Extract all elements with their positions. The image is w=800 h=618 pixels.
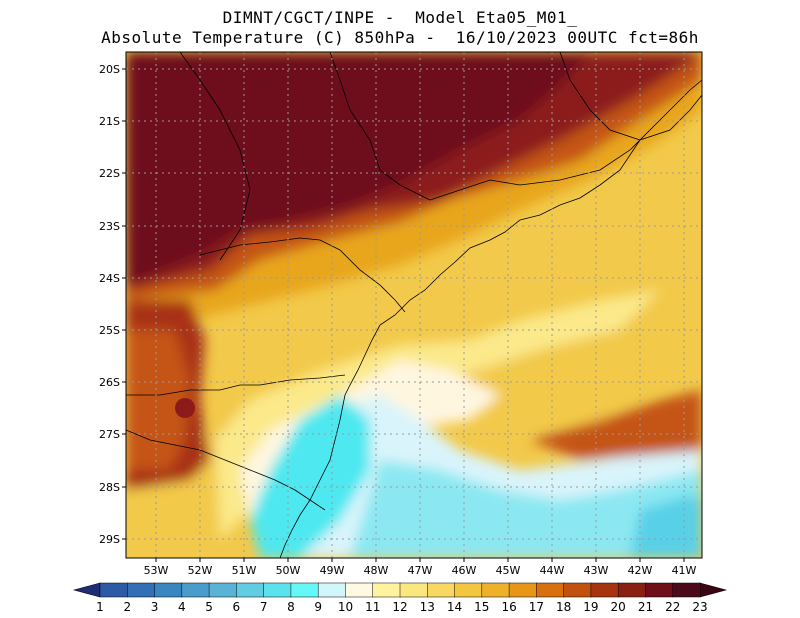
colorbar-segment — [590, 582, 619, 598]
lat-label: 29S — [99, 533, 120, 546]
colorbar-segment — [345, 582, 374, 598]
state-boundaries — [126, 52, 702, 558]
colorbar-segment — [290, 582, 319, 598]
lat-label: 22S — [99, 167, 120, 180]
lon-label: 42W — [628, 564, 653, 577]
lon-label: 51W — [232, 564, 257, 577]
field-8c — [250, 395, 370, 558]
colorbar-label: 2 — [123, 600, 131, 614]
field-20c-east — [530, 390, 702, 460]
colorbar-label: 4 — [178, 600, 186, 614]
lat-label: 25S — [99, 324, 120, 337]
colorbar-segment — [372, 582, 401, 598]
lon-label: 43W — [584, 564, 609, 577]
axis-ticks — [122, 68, 685, 562]
lat-label: 27S — [99, 428, 120, 441]
colorbar-label: 18 — [556, 600, 571, 614]
colorbar-segment — [536, 582, 565, 598]
colorbar-segment — [154, 582, 183, 598]
lon-label: 41W — [672, 564, 697, 577]
colorbar-label: 15 — [474, 600, 489, 614]
lat-label: 20S — [99, 63, 120, 76]
lat-label: 26S — [99, 376, 120, 389]
colorbar-label: 11 — [365, 600, 380, 614]
colorbar-segment — [99, 582, 129, 598]
colorbar-segment — [399, 582, 429, 598]
colorbar-arrow-low — [72, 582, 101, 598]
coastline — [279, 94, 702, 558]
colorbar-segment — [454, 582, 483, 598]
field-9c — [350, 460, 702, 558]
border-sc-rs — [126, 429, 326, 511]
border-mg-es — [559, 52, 641, 141]
lon-label: 47W — [408, 564, 433, 577]
field-19c-southwest — [126, 330, 190, 470]
lat-label: 28S — [99, 481, 120, 494]
lon-label: 44W — [540, 564, 565, 577]
border-mg-rj — [429, 79, 702, 201]
colorbar-segment — [508, 582, 538, 598]
lat-label: 23S — [99, 220, 120, 233]
colorbar-label: 23 — [692, 600, 707, 614]
border-sp-mg — [329, 52, 431, 201]
colorbar-segment — [208, 582, 238, 598]
field-warm-spot — [175, 398, 195, 418]
field-15c-south — [126, 280, 702, 558]
colorbar-segment — [481, 582, 510, 598]
lon-label: 46W — [452, 564, 477, 577]
colorbar-segment — [263, 582, 292, 598]
colorbar-segment — [427, 582, 456, 598]
lat-label: 24S — [99, 272, 120, 285]
lat-label: 21S — [99, 115, 120, 128]
border-pr-sc — [126, 374, 346, 396]
colorbar: 1 2 3 4 5 6 7 8 9 10 11 12 13 14 15 16 17 18 19 20 21 22 23 — [72, 582, 728, 614]
colorbar-segment — [127, 582, 156, 598]
colorbar-label: 20 — [611, 600, 626, 614]
border-sp-pr — [199, 237, 406, 313]
longitude-labels: 53W 52W 51W 50W 49W 48W 47W 46W 45W 44W 43W 42W 41W — [144, 564, 697, 577]
colorbar-label: 1 — [96, 600, 104, 614]
colorbar-segment — [236, 582, 265, 598]
title-line-1: DIMNT/CGCT/INPE - Model Eta05_M01_ — [222, 8, 578, 27]
colorbar-label: 12 — [392, 600, 407, 614]
colorbar-segment — [181, 582, 210, 598]
lon-label: 53W — [144, 564, 169, 577]
colorbar-segment — [563, 582, 592, 598]
plot-frame — [125, 51, 703, 559]
field-7c — [630, 495, 702, 558]
colorbar-arrow-high — [699, 582, 728, 598]
colorbar-segment — [672, 582, 701, 598]
colorbar-label: 14 — [447, 600, 462, 614]
colorbar-segment — [645, 582, 674, 598]
colorbar-label: 17 — [529, 600, 544, 614]
colorbar-label: 9 — [314, 600, 322, 614]
title-line-2: Absolute Temperature (C) 850hPa - 16/10/… — [101, 28, 699, 47]
lon-label: 50W — [276, 564, 301, 577]
colorbar-label: 10 — [338, 600, 353, 614]
colorbar-label: 6 — [233, 600, 241, 614]
lon-label: 49W — [320, 564, 345, 577]
field-22c — [126, 52, 590, 285]
lon-label: 52W — [188, 564, 213, 577]
colorbar-segment — [617, 582, 647, 598]
colorbar-label: 8 — [287, 600, 295, 614]
latitude-labels: 20S 21S 22S 23S 24S 25S 26S 27S 28S 29S — [99, 63, 120, 546]
colorbar-label: 16 — [501, 600, 516, 614]
colorbar-label: 7 — [260, 600, 268, 614]
colorbar-label: 3 — [151, 600, 159, 614]
colorbar-label: 22 — [665, 600, 680, 614]
colorbar-label: 13 — [420, 600, 435, 614]
lon-label: 45W — [496, 564, 521, 577]
colorbar-label: 5 — [205, 600, 213, 614]
colorbar-segment — [317, 582, 347, 598]
graticule — [126, 52, 702, 558]
lon-label: 48W — [364, 564, 389, 577]
temperature-field — [126, 52, 702, 558]
colorbar-label: 19 — [583, 600, 598, 614]
border-ms-sp — [179, 52, 251, 261]
colorbar-label: 21 — [638, 600, 653, 614]
